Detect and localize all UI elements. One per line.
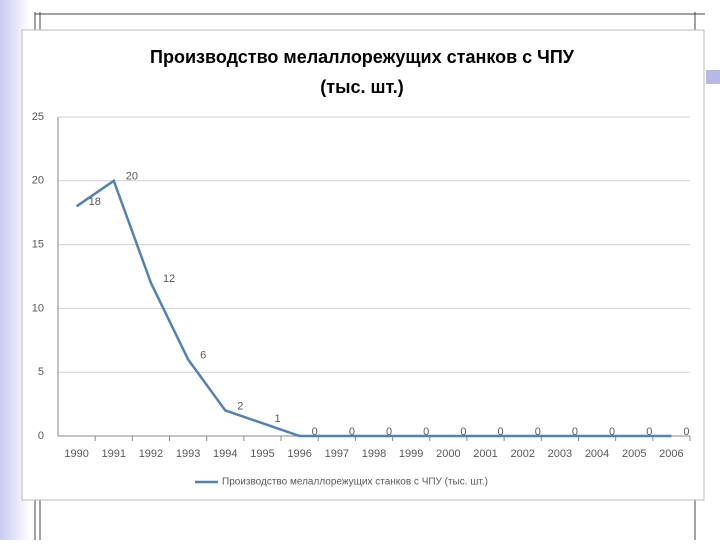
x-tick-label: 1997 — [325, 448, 349, 460]
data-label: 0 — [683, 426, 689, 438]
y-tick-label: 5 — [38, 366, 44, 378]
x-tick-label: 2001 — [473, 448, 497, 460]
chart-title: Производство мелаллорежущих станков с ЧП… — [150, 47, 575, 67]
x-tick-label: 1993 — [176, 448, 200, 460]
data-label: 0 — [498, 426, 504, 438]
x-tick-label: 1994 — [213, 448, 237, 460]
data-label: 0 — [460, 426, 466, 438]
y-tick-label: 25 — [32, 111, 44, 123]
data-label: 0 — [423, 426, 429, 438]
data-label: 0 — [609, 426, 615, 438]
x-tick-label: 2006 — [659, 448, 683, 460]
data-label: 0 — [572, 426, 578, 438]
x-tick-label: 1995 — [250, 448, 274, 460]
data-label: 0 — [312, 426, 318, 438]
x-tick-label: 1990 — [64, 448, 88, 460]
y-tick-label: 10 — [32, 302, 44, 314]
x-tick-label: 1996 — [287, 448, 311, 460]
data-label: 1 — [274, 413, 280, 425]
data-label: 18 — [89, 196, 101, 208]
x-tick-label: 1998 — [362, 448, 386, 460]
data-label: 20 — [126, 171, 138, 183]
data-label: 2 — [237, 400, 243, 412]
data-label: 6 — [200, 349, 206, 361]
data-label: 0 — [535, 426, 541, 438]
y-tick-label: 15 — [32, 239, 44, 251]
x-tick-label: 2002 — [510, 448, 534, 460]
y-tick-label: 0 — [38, 430, 44, 442]
series-line — [75, 178, 672, 438]
data-label: 12 — [163, 273, 175, 285]
x-tick-label: 1999 — [399, 448, 423, 460]
x-tick-label: 1991 — [102, 448, 126, 460]
data-label: 0 — [386, 426, 392, 438]
y-tick-label: 20 — [32, 175, 44, 187]
data-label: 0 — [646, 426, 652, 438]
legend-label: Производство мелаллорежущих станков с ЧП… — [222, 477, 488, 488]
chart-subtitle: (тыс. шт.) — [320, 77, 403, 97]
chart-area — [21, 29, 705, 501]
decor-square — [706, 70, 720, 84]
x-tick-label: 2000 — [436, 448, 460, 460]
x-tick-label: 2003 — [548, 448, 572, 460]
x-tick-label: 1992 — [139, 448, 163, 460]
x-tick-label: 2004 — [585, 448, 609, 460]
x-tick-label: 2005 — [622, 448, 646, 460]
data-label: 0 — [349, 426, 355, 438]
